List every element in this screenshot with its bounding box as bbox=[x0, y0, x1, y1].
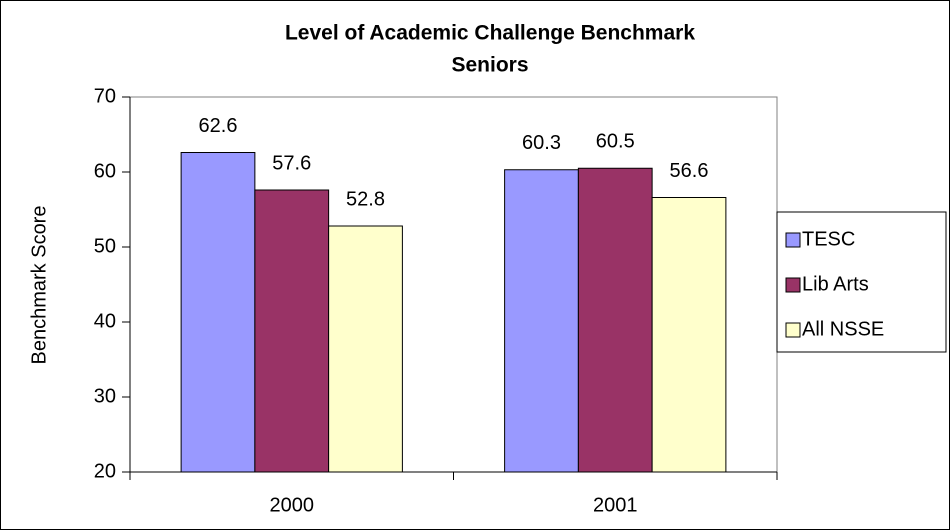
legend-swatch bbox=[785, 322, 801, 338]
x-tick-label: 2000 bbox=[270, 494, 315, 516]
y-tick-label: 40 bbox=[94, 310, 116, 332]
bar bbox=[254, 189, 330, 473]
value-label: 56.6 bbox=[670, 160, 709, 182]
y-tick-label: 20 bbox=[94, 460, 116, 482]
y-tick-label: 70 bbox=[94, 85, 116, 107]
bar bbox=[180, 152, 256, 473]
value-label: 52.8 bbox=[346, 188, 385, 210]
bar bbox=[328, 225, 403, 473]
legend-label: TESC bbox=[802, 228, 855, 250]
bar bbox=[577, 167, 653, 473]
y-tick-label: 50 bbox=[94, 235, 116, 257]
chart-title: Level of Academic Challenge Benchmark bbox=[285, 22, 695, 45]
value-label: 60.5 bbox=[596, 131, 635, 153]
value-label: 57.6 bbox=[272, 152, 311, 174]
bar bbox=[504, 169, 579, 473]
legend-swatch bbox=[785, 277, 801, 293]
bar bbox=[651, 197, 727, 473]
chart-subtitle: Seniors bbox=[451, 54, 528, 77]
legend-swatch bbox=[785, 232, 801, 248]
y-tick-label: 60 bbox=[94, 160, 116, 182]
legend-label: All NSSE bbox=[802, 318, 884, 340]
x-tick-label: 2001 bbox=[593, 494, 638, 516]
legend-label: Lib Arts bbox=[802, 273, 869, 295]
value-label: 60.3 bbox=[522, 132, 561, 154]
legend bbox=[776, 211, 947, 353]
value-label: 62.6 bbox=[199, 115, 238, 137]
y-axis-label: Benchmark Score bbox=[28, 206, 50, 365]
y-tick-label: 30 bbox=[94, 385, 116, 407]
